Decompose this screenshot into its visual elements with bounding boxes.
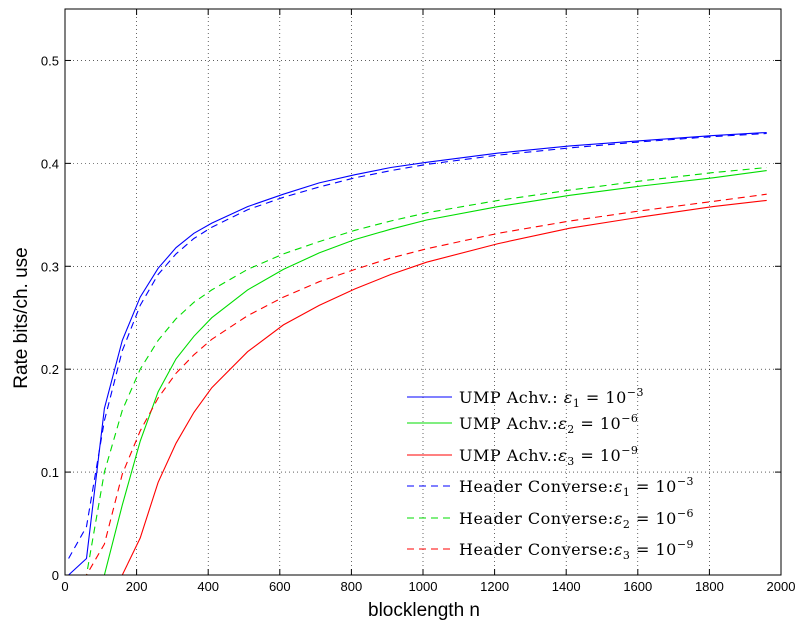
series-line-2	[68, 170, 767, 576]
y-tick-label: 0.2	[41, 362, 59, 377]
y-tick-label: 0	[52, 568, 59, 583]
grid	[65, 9, 781, 575]
x-tick-label: 800	[341, 579, 363, 594]
x-tick-label: 600	[269, 579, 291, 594]
x-tick-label: 400	[197, 579, 219, 594]
series-line-3	[68, 199, 767, 576]
legend-label-4: Header Converse:ε1 = 10−3	[459, 475, 694, 499]
x-tick-label: 2000	[767, 579, 796, 594]
legend-label-2: UMP Achv.:ε2 = 10−6	[459, 412, 638, 436]
series-lines	[68, 131, 767, 576]
x-tick-label: 1200	[480, 579, 509, 594]
tick-marks	[64, 9, 782, 576]
series-line-1	[68, 131, 767, 576]
x-tick-label: 1800	[695, 579, 724, 594]
tick-labels: 0 200 400 600 800 1000 1200 1400 1600 1800 2000 0 0.…	[41, 53, 796, 594]
series-line-5	[68, 166, 767, 576]
y-tick-label: 0.4	[41, 156, 59, 171]
legend-label-5: Header Converse:ε2 = 10−6	[459, 507, 694, 531]
y-tick-label: 0.3	[41, 259, 59, 274]
y-axis-label: Rate bits/ch. use	[11, 247, 32, 389]
legend-label-6: Header Converse:ε3 = 10−9	[459, 538, 694, 562]
legend-label-3: UMP Achv.:ε3 = 10−9	[459, 444, 638, 468]
x-tick-label: 1000	[409, 579, 438, 594]
x-tick-label: 200	[126, 579, 148, 594]
x-tick-label: 1400	[552, 579, 581, 594]
series-line-6	[68, 193, 767, 576]
x-tick-label: 1600	[623, 579, 652, 594]
x-axis-label: blocklength n	[368, 600, 480, 621]
y-tick-label: 0.1	[41, 465, 59, 480]
legend-label-1: UMP Achv.: ε1 = 10−3	[459, 386, 644, 410]
x-tick-label: 0	[61, 579, 68, 594]
y-tick-label: 0.5	[41, 53, 59, 68]
